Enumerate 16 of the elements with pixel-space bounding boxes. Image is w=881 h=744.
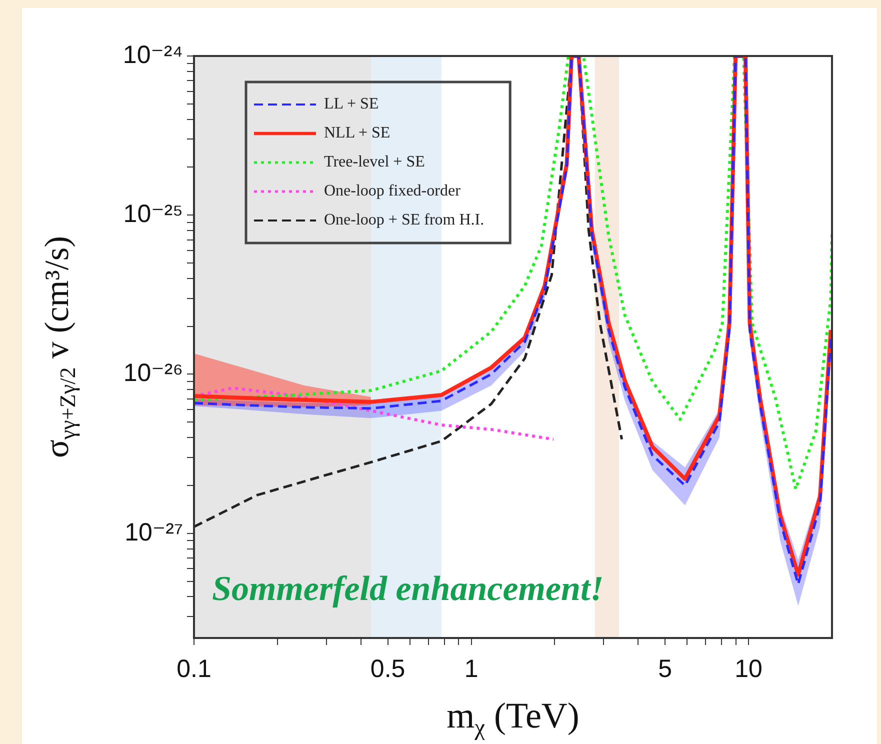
annotation: Sommerfeld enhancement! bbox=[212, 569, 604, 608]
y-tick-label: 10⁻²⁶ bbox=[123, 359, 183, 388]
x-tick-label: 10 bbox=[734, 654, 762, 683]
x-tick-label: 5 bbox=[658, 654, 672, 683]
y-axis-title: σγγ+Zγ/2 v (cm³/s) bbox=[38, 236, 80, 458]
x-tick-label: 0.5 bbox=[370, 654, 406, 683]
legend-label: Tree-level + SE bbox=[324, 154, 425, 171]
legend-label: One-loop fixed-order bbox=[324, 182, 462, 200]
legend-label: NLL + SE bbox=[324, 124, 390, 142]
x-tick-label: 1 bbox=[464, 654, 478, 683]
y-tick-label: 10⁻²⁴ bbox=[122, 40, 183, 69]
y-tick-label: 10⁻²⁷ bbox=[124, 518, 183, 546]
x-tick-label: 0.1 bbox=[176, 654, 212, 683]
legend-label: LL + SE bbox=[324, 96, 379, 113]
y-tick-label: 10⁻²⁵ bbox=[123, 200, 183, 228]
legend-label: One-loop + SE from H.I. bbox=[324, 212, 484, 229]
